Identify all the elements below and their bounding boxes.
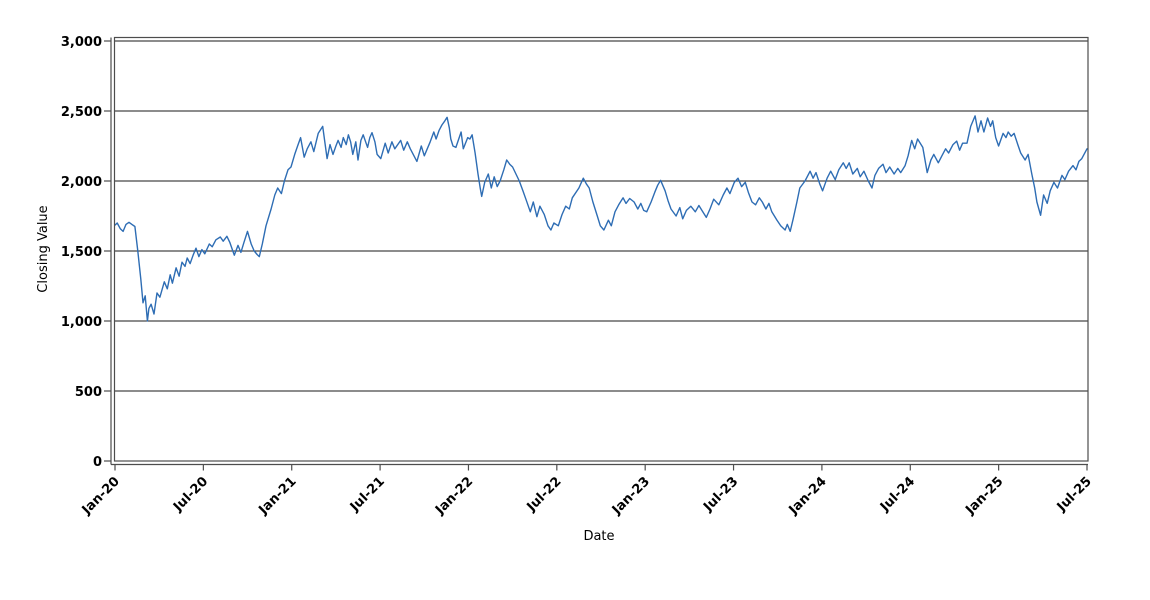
x-tick-label: Jul-21 bbox=[347, 474, 388, 515]
x-tick-label: Jan-21 bbox=[255, 474, 299, 518]
y-tick-label: 0 bbox=[93, 455, 102, 470]
y-tick-label: 1,500 bbox=[61, 245, 102, 260]
x-tick-label: Jan-22 bbox=[432, 474, 476, 518]
y-tick-label: 1,000 bbox=[61, 315, 102, 330]
x-tick-label: Jan-24 bbox=[786, 474, 830, 518]
y-tick-label: 2,500 bbox=[61, 105, 102, 120]
x-tick-label: Jul-22 bbox=[524, 474, 565, 515]
x-tick-label: Jan-25 bbox=[962, 474, 1006, 518]
x-tick-label: Jan-20 bbox=[79, 474, 123, 518]
y-tick-label: 3,000 bbox=[61, 35, 102, 50]
gridlines bbox=[114, 40, 1088, 462]
plot-border bbox=[113, 36, 1089, 462]
series-layer bbox=[114, 115, 1088, 322]
x-tick-label: Jul-25 bbox=[1054, 474, 1095, 515]
x-tick-label: Jul-20 bbox=[170, 474, 211, 515]
x-tick-label: Jul-23 bbox=[700, 474, 741, 515]
ticks-layer: 0 500 1,000 1,500 2,000 2,500 3,000 Jan-20 Jul-2… bbox=[61, 35, 1095, 518]
x-axis-title: Date bbox=[583, 529, 614, 544]
y-axis-title: Closing Value bbox=[36, 205, 51, 292]
x-tick-label: Jul-24 bbox=[877, 474, 918, 515]
y-tick-label: 500 bbox=[75, 385, 102, 400]
y-tick-label: 2,000 bbox=[61, 175, 102, 190]
series-line bbox=[114, 115, 1088, 322]
x-tick-label: Jan-23 bbox=[609, 474, 653, 518]
